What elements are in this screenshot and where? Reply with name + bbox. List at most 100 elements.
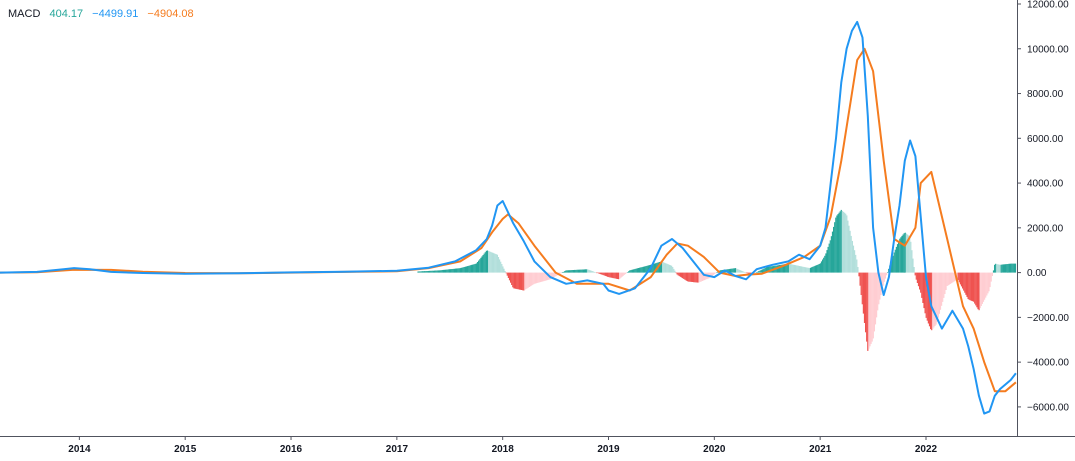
histogram-bar xyxy=(582,269,584,273)
histogram-bar xyxy=(802,266,804,273)
price-axis[interactable]: 12000.00 10000.00 8000.00 6000.00 4000.00 200… xyxy=(1017,0,1069,413)
histogram-bar xyxy=(913,267,915,273)
histogram-bar xyxy=(575,269,577,273)
x-tick-label: 2019 xyxy=(597,444,620,455)
histogram-bar xyxy=(835,217,837,273)
histogram-bar xyxy=(943,272,945,298)
histogram-bar xyxy=(641,267,643,273)
y-tick-label: 8000.00 xyxy=(1027,89,1064,100)
y-tick-label: −4000.00 xyxy=(1027,358,1069,369)
legend-signal-value: −4904.08 xyxy=(147,8,194,20)
histogram-bar xyxy=(567,270,569,273)
histogram-bar xyxy=(807,267,809,273)
histogram-bar xyxy=(604,272,606,276)
histogram-bar xyxy=(643,266,645,273)
histogram-bar xyxy=(702,272,705,281)
histogram-bar xyxy=(756,271,759,273)
histogram-bar xyxy=(812,266,814,273)
histogram-bar xyxy=(830,236,832,273)
histogram-bar xyxy=(478,260,480,273)
histogram-bar xyxy=(460,267,462,273)
histogram-bar xyxy=(630,270,632,273)
histogram-bar xyxy=(550,272,552,279)
time-axis[interactable]: 2014 2015 2016 2017 2018 2019 2020 2021 2022 xyxy=(68,436,938,455)
histogram-bar xyxy=(560,272,562,274)
histogram-bar xyxy=(785,264,787,273)
histogram-bar xyxy=(781,264,783,273)
histogram-bar xyxy=(545,272,547,281)
histogram-bar xyxy=(905,233,907,273)
histogram-bar xyxy=(872,272,874,339)
histogram-bar xyxy=(450,269,452,273)
x-tick-label: 2018 xyxy=(492,444,515,455)
histogram-bar xyxy=(981,272,983,304)
histogram-bar xyxy=(762,269,764,273)
histogram-bar xyxy=(465,266,468,273)
histogram-bar xyxy=(939,272,942,310)
histogram-bar xyxy=(428,270,430,273)
histogram-bar xyxy=(666,263,668,273)
histogram-bar xyxy=(443,269,446,273)
histogram-bar xyxy=(611,272,613,278)
histogram-bar xyxy=(908,235,910,273)
histogram-bar xyxy=(629,270,631,273)
histogram-bar xyxy=(473,264,475,273)
histogram-bar xyxy=(673,268,675,273)
histogram-bar xyxy=(510,272,512,283)
histogram-bar xyxy=(609,272,611,278)
histogram-bar xyxy=(865,272,867,333)
histogram-bar xyxy=(1003,264,1006,273)
histogram-bar xyxy=(659,261,662,273)
indicator-legend[interactable]: MACD 404.17 −4499.91 −4904.08 xyxy=(8,8,200,20)
histogram-bar xyxy=(554,272,556,277)
histogram-bar xyxy=(899,238,901,273)
histogram-bar xyxy=(937,272,939,318)
histogram-bar xyxy=(931,272,933,331)
histogram-bar xyxy=(461,267,463,273)
histogram-bar xyxy=(779,265,781,273)
histogram-bar xyxy=(764,268,766,273)
histogram-bar xyxy=(1002,264,1004,273)
histogram-bar xyxy=(791,264,793,273)
histogram-bar xyxy=(976,272,978,308)
histogram-bar xyxy=(970,272,972,301)
histogram-bar xyxy=(911,250,913,273)
histogram-bar xyxy=(458,268,460,273)
histogram-bar xyxy=(615,272,617,279)
histogram-bar xyxy=(490,251,492,273)
histogram-bar xyxy=(963,272,965,291)
histogram-bar xyxy=(646,265,648,273)
histogram-bar xyxy=(639,267,641,273)
histogram-bar xyxy=(758,271,760,273)
histogram-bar xyxy=(454,268,457,273)
histogram-bar xyxy=(602,272,604,276)
histogram-bar xyxy=(701,272,703,281)
histogram-bar xyxy=(859,272,861,286)
histogram-bar xyxy=(481,256,483,273)
histogram-bar xyxy=(653,263,655,273)
histogram-bar xyxy=(739,270,741,273)
histogram-bar xyxy=(1008,263,1010,273)
histogram-bar xyxy=(571,270,573,273)
histogram-bar xyxy=(644,266,646,273)
histogram-bar xyxy=(946,272,948,286)
histogram-bar xyxy=(551,272,554,279)
histogram-bar xyxy=(711,272,713,276)
histogram-bar xyxy=(984,272,986,300)
histogram-bar xyxy=(691,272,694,282)
histogram-bar xyxy=(838,212,840,273)
histogram-bar xyxy=(511,272,513,285)
histogram-bar xyxy=(921,272,923,298)
histogram-bar xyxy=(985,272,987,298)
histogram-bar xyxy=(452,268,454,273)
histogram-bar xyxy=(824,255,826,273)
histogram-bar xyxy=(715,272,717,274)
histogram-bar xyxy=(909,236,911,273)
histogram-bar xyxy=(427,271,429,273)
histogram-bar xyxy=(925,272,927,318)
histogram-bar xyxy=(507,272,509,278)
histogram-bar xyxy=(542,272,544,282)
histogram-bar xyxy=(633,269,635,273)
histogram-bar xyxy=(868,272,870,349)
histogram-bar xyxy=(986,272,988,296)
